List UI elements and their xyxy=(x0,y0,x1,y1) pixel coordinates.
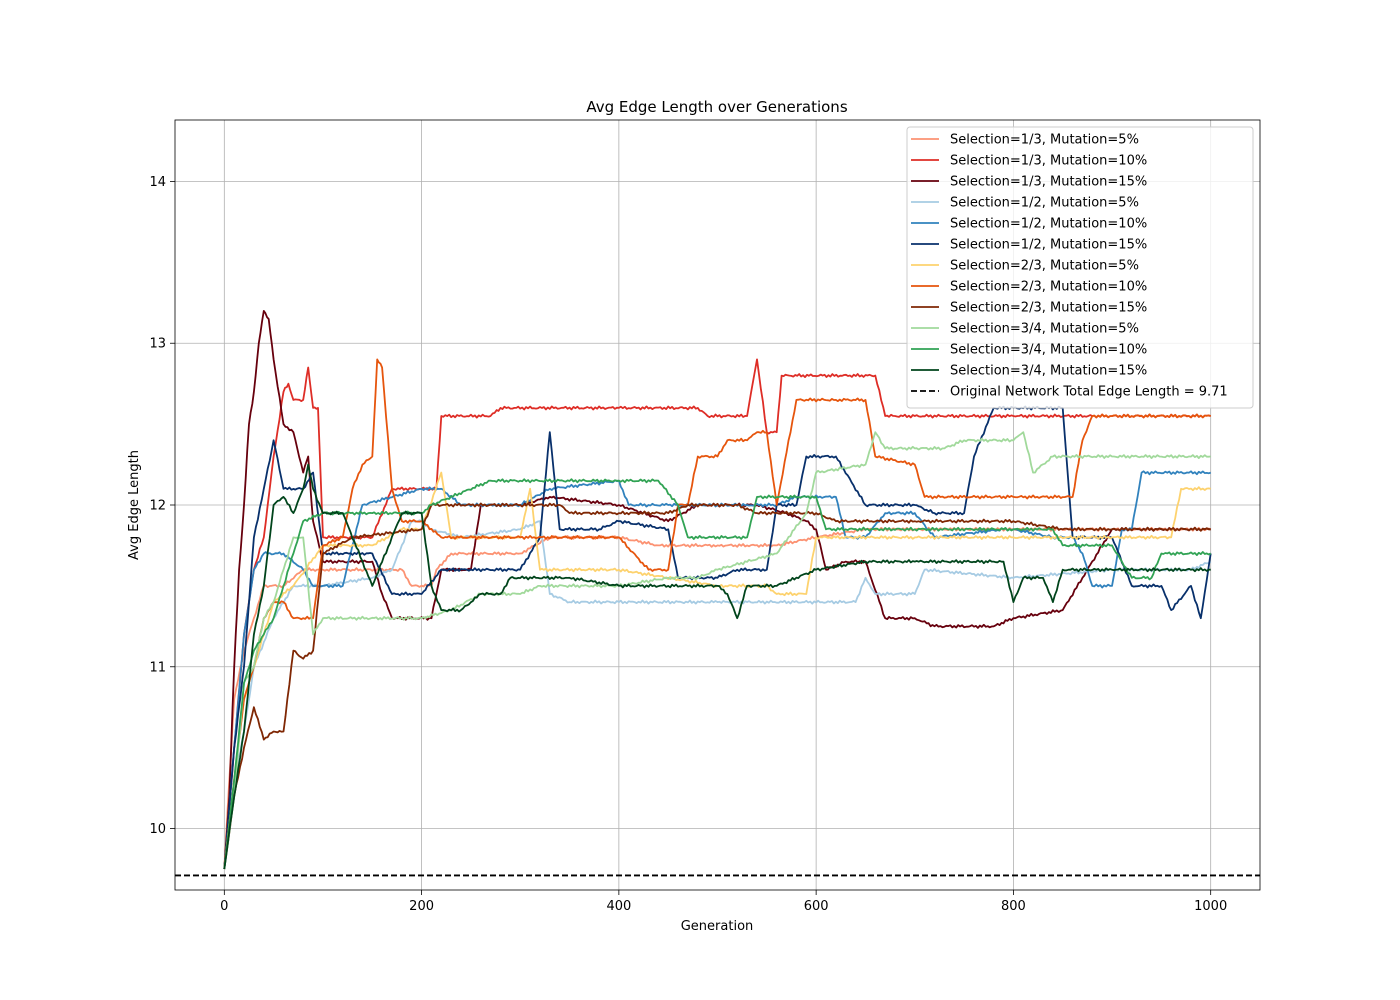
legend-label: Selection=1/2, Mutation=10% xyxy=(950,217,1147,232)
x-tick-label: 800 xyxy=(1001,899,1026,914)
series-line-4 xyxy=(223,519,1212,870)
legend: Selection=1/3, Mutation=5% Selection=1/3,… xyxy=(906,126,1254,409)
legend-label: Selection=3/4, Mutation=15% xyxy=(950,364,1147,379)
legend-label: Selection=2/3, Mutation=10% xyxy=(950,280,1147,295)
legend-label: Selection=2/3, Mutation=15% xyxy=(950,301,1147,316)
axis-ticks: 0 200 400 600 800 1000 10 11 12 13 14 xyxy=(149,175,1227,914)
legend-label: Selection=1/3, Mutation=5% xyxy=(950,133,1139,148)
legend-label: Selection=1/3, Mutation=15% xyxy=(950,175,1147,190)
series-line-7 xyxy=(223,471,1211,870)
x-tick-label: 400 xyxy=(606,899,631,914)
legend-label: Selection=1/2, Mutation=5% xyxy=(950,196,1139,211)
series-line-10 xyxy=(223,431,1211,870)
series-line-8 xyxy=(223,358,1211,870)
series-line-1 xyxy=(223,526,1212,870)
x-tick-label: 0 xyxy=(220,899,228,914)
y-axis-label: Avg Edge Length xyxy=(127,450,142,560)
y-tick-label: 13 xyxy=(149,337,166,352)
legend-label: Selection=2/3, Mutation=5% xyxy=(950,259,1139,274)
legend-label: Selection=3/4, Mutation=5% xyxy=(950,322,1139,337)
legend-label: Selection=3/4, Mutation=10% xyxy=(950,343,1147,358)
series-line-11 xyxy=(223,478,1212,870)
legend-label: Original Network Total Edge Length = 9.7… xyxy=(950,385,1228,400)
series-line-2 xyxy=(223,358,1211,870)
chart-title: Avg Edge Length over Generations xyxy=(586,98,847,116)
series-line-12 xyxy=(223,463,1211,870)
legend-label: Selection=1/3, Mutation=10% xyxy=(950,154,1147,169)
series-line-6 xyxy=(223,405,1212,870)
x-tick-label: 1000 xyxy=(1194,899,1227,914)
x-tick-label: 200 xyxy=(409,899,434,914)
y-tick-label: 14 xyxy=(149,175,166,190)
legend-box xyxy=(906,126,1254,409)
y-tick-label: 12 xyxy=(149,499,166,514)
legend-label: Selection=1/2, Mutation=15% xyxy=(950,238,1147,253)
series-line-9 xyxy=(223,502,1211,870)
x-tick-label: 600 xyxy=(804,899,829,914)
y-tick-label: 11 xyxy=(149,660,166,675)
series-lines xyxy=(223,309,1212,870)
x-axis-label: Generation xyxy=(681,919,754,934)
series-line-5 xyxy=(223,470,1211,870)
y-tick-label: 10 xyxy=(149,822,166,837)
